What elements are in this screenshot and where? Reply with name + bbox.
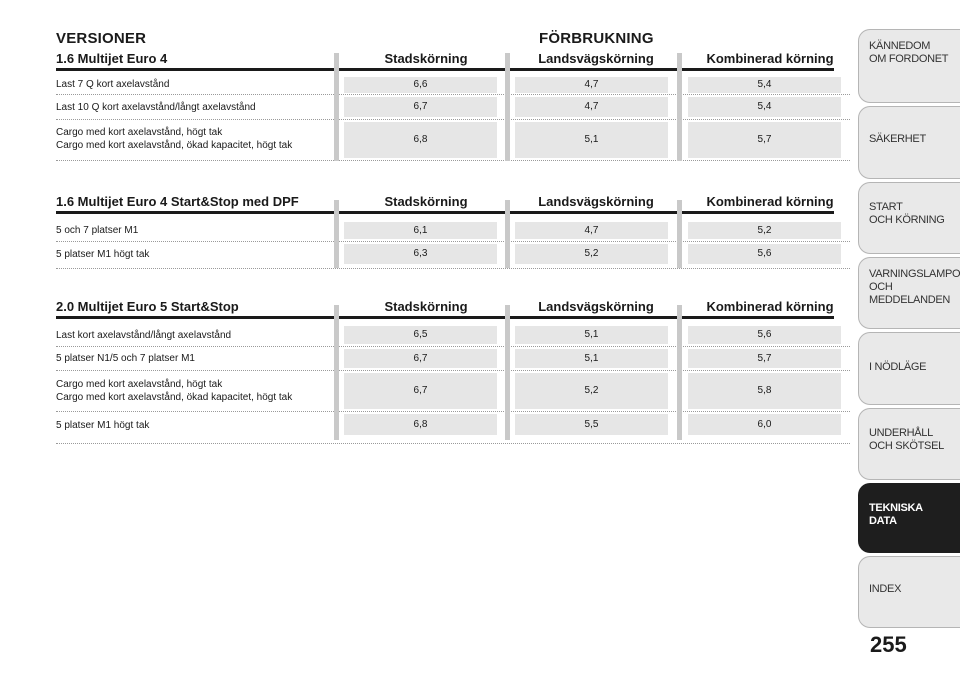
section-header: 2.0 Multijet Euro 5 Start&Stop Stadskörn… — [56, 297, 850, 319]
value-city: 6,7 — [344, 97, 497, 117]
row-label: Last 10 Q kort axelavstånd/långt axelavs… — [56, 102, 256, 113]
column-divider — [334, 53, 339, 161]
value-city: 6,3 — [344, 244, 497, 264]
tab-label: VARNINGSLAMPOR OCH MEDDELANDEN — [869, 268, 960, 306]
tab-sakerhet[interactable]: SÄKERHET — [858, 106, 960, 179]
tab-label: TEKNISKA DATA — [869, 502, 923, 527]
tab-label: START OCH KÖRNING — [869, 201, 945, 226]
tab-i-nodlage[interactable]: I NÖDLÄGE — [858, 332, 960, 405]
section-title: 1.6 Multijet Euro 4 — [56, 51, 168, 66]
row-label: Cargo med kort axelavstånd, högt tak — [56, 127, 223, 138]
value-highway: 5,2 — [515, 244, 668, 264]
value-city: 6,5 — [344, 326, 497, 344]
row-label: 5 platser M1 högt tak — [56, 420, 150, 431]
value-city: 6,8 — [344, 122, 497, 158]
table-row: 5 platser N1/5 och 7 platser M1 6,7 5,1 … — [56, 347, 850, 371]
table-row: Last kort axelavstånd/långt axelavstånd … — [56, 319, 850, 347]
column-divider — [677, 305, 682, 440]
section-title: 1.6 Multijet Euro 4 Start&Stop med DPF — [56, 194, 299, 209]
value-combined: 5,4 — [688, 77, 841, 93]
column-header-city: Stadskörning — [384, 299, 468, 314]
column-header-highway: Landsvägskörning — [538, 299, 654, 314]
tab-label: INDEX — [869, 583, 902, 595]
tab-kannedom-om-fordonet[interactable]: KÄNNEDOM OM FORDONET — [858, 29, 960, 103]
value-combined: 5,2 — [688, 222, 841, 239]
tab-label: SÄKERHET — [869, 133, 926, 145]
table-row: Last 10 Q kort axelavstånd/långt axelavs… — [56, 95, 850, 120]
value-city: 6,7 — [344, 373, 497, 409]
column-header-highway: Landsvägskörning — [538, 51, 654, 66]
column-header-city: Stadskörning — [384, 51, 468, 66]
value-city: 6,6 — [344, 77, 497, 93]
value-city: 6,7 — [344, 349, 497, 368]
value-combined: 5,7 — [688, 349, 841, 368]
tab-index[interactable]: INDEX — [858, 556, 960, 628]
row-label: Cargo med kort axelavstånd, ökad kapacit… — [56, 140, 293, 151]
tab-label: I NÖDLÄGE — [869, 361, 927, 373]
section-rule — [56, 316, 834, 319]
value-highway: 4,7 — [515, 97, 668, 117]
consumption-heading: FÖRBRUKNING — [539, 30, 654, 47]
row-label: 5 platser N1/5 och 7 platser M1 — [56, 353, 195, 364]
value-highway: 5,5 — [515, 414, 668, 435]
section-rule — [56, 68, 834, 71]
table-row: 5 platser M1 högt tak 6,3 5,2 5,6 — [56, 242, 850, 269]
value-highway: 5,1 — [515, 326, 668, 344]
value-highway: 5,2 — [515, 373, 668, 409]
value-city: 6,1 — [344, 222, 497, 239]
section-1-6-multijet-euro4: 1.6 Multijet Euro 4 Stadskörning Landsvä… — [56, 49, 850, 161]
section-title: 2.0 Multijet Euro 5 Start&Stop — [56, 299, 239, 314]
row-label: Cargo med kort axelavstånd, ökad kapacit… — [56, 392, 293, 403]
value-combined: 5,6 — [688, 326, 841, 344]
column-divider — [334, 200, 339, 268]
value-highway: 4,7 — [515, 222, 668, 239]
tab-label: KÄNNEDOM OM FORDONET — [869, 40, 949, 65]
tab-tekniska-data[interactable]: TEKNISKA DATA — [858, 483, 960, 553]
column-divider — [505, 53, 510, 161]
value-combined: 5,6 — [688, 244, 841, 264]
table-row: Cargo med kort axelavstånd, högt tak Car… — [56, 371, 850, 412]
row-label: Cargo med kort axelavstånd, högt tak — [56, 379, 223, 390]
tab-underhall-och-skotsel[interactable]: UNDERHÅLL OCH SKÖTSEL — [858, 408, 960, 480]
column-header-combined: Kombinerad körning — [706, 51, 834, 66]
tab-label: UNDERHÅLL OCH SKÖTSEL — [869, 427, 944, 452]
value-city: 6,8 — [344, 414, 497, 435]
value-combined: 5,7 — [688, 122, 841, 158]
page-number: 255 — [870, 632, 907, 657]
column-header-combined: Kombinerad körning — [706, 299, 834, 314]
column-divider — [677, 200, 682, 268]
versions-heading: VERSIONER — [56, 30, 147, 47]
column-divider — [505, 200, 510, 268]
column-divider — [677, 53, 682, 161]
table-row: Cargo med kort axelavstånd, högt tak Car… — [56, 120, 850, 161]
section-header: 1.6 Multijet Euro 4 Stadskörning Landsvä… — [56, 49, 850, 71]
value-combined: 5,8 — [688, 373, 841, 409]
value-combined: 5,4 — [688, 97, 841, 117]
section-1-6-multijet-euro4-start-stop: 1.6 Multijet Euro 4 Start&Stop med DPF S… — [56, 192, 850, 269]
row-label: Last 7 Q kort axelavstånd — [56, 79, 170, 90]
column-header-highway: Landsvägskörning — [538, 194, 654, 209]
tab-varningslampor[interactable]: VARNINGSLAMPOR OCH MEDDELANDEN — [858, 257, 960, 329]
column-header-city: Stadskörning — [384, 194, 468, 209]
row-label: 5 platser M1 högt tak — [56, 249, 150, 260]
value-combined: 6,0 — [688, 414, 841, 435]
column-divider — [505, 305, 510, 440]
section-rule — [56, 211, 834, 214]
tab-start-och-korning[interactable]: START OCH KÖRNING — [858, 182, 960, 254]
row-label: Last kort axelavstånd/långt axelavstånd — [56, 330, 232, 341]
value-highway: 5,1 — [515, 349, 668, 368]
table-row: Last 7 Q kort axelavstånd 6,6 4,7 5,4 — [56, 71, 850, 95]
column-header-combined: Kombinerad körning — [706, 194, 834, 209]
value-highway: 4,7 — [515, 77, 668, 93]
value-highway: 5,1 — [515, 122, 668, 158]
section-header: 1.6 Multijet Euro 4 Start&Stop med DPF S… — [56, 192, 850, 214]
section-2-0-multijet-euro5: 2.0 Multijet Euro 5 Start&Stop Stadskörn… — [56, 297, 850, 444]
table-row: 5 och 7 platser M1 6,1 4,7 5,2 — [56, 214, 850, 242]
row-label: 5 och 7 platser M1 — [56, 225, 139, 236]
column-divider — [334, 305, 339, 440]
table-row: 5 platser M1 högt tak 6,8 5,5 6,0 — [56, 412, 850, 444]
